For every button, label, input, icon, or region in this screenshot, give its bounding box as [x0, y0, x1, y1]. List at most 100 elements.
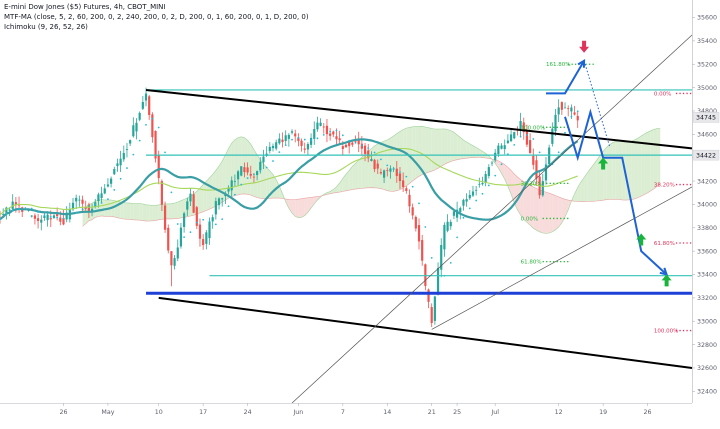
time-tick-label: 26: [59, 409, 67, 416]
cloud-segment: [241, 136, 245, 195]
indicator-mtf-ma[interactable]: MTF-MA (close, 5, 2, 60, 200, 0, 2, 240,…: [4, 13, 309, 21]
candle-body: [519, 120, 522, 130]
trend-2: [431, 186, 693, 330]
indicator-ichimoku[interactable]: Ichimoku (9, 26, 52, 26): [4, 23, 88, 31]
cloud-segment: [263, 163, 267, 199]
tenkan-dot: [297, 136, 300, 139]
candle-body: [529, 140, 532, 154]
cloud-segment: [406, 127, 410, 186]
tenkan-dot: [538, 151, 541, 154]
cloud-segment: [390, 135, 394, 192]
candle-body: [62, 217, 65, 225]
candle-body: [167, 227, 170, 251]
candle-body: [376, 163, 379, 169]
tenkan-dot: [354, 141, 357, 144]
candle-body: [157, 154, 160, 179]
cloud-segment: [434, 129, 439, 170]
candle-body: [354, 141, 357, 143]
price-tick-label: 32600: [697, 365, 717, 372]
price-label-box: [692, 149, 720, 161]
cloud-segment: [250, 144, 254, 197]
cloud-segment: [539, 189, 543, 233]
time-tick-label: 19: [599, 409, 607, 416]
tenkan-dot: [291, 138, 293, 141]
candle-body: [240, 166, 243, 176]
price-tick-label: 33000: [697, 318, 717, 325]
candle-body: [27, 210, 30, 211]
price-tick-label: 33800: [697, 225, 717, 232]
candle-body: [452, 211, 456, 216]
candle-body: [271, 145, 275, 149]
time-tick-label: Jul: [490, 409, 499, 416]
candle-body: [427, 289, 430, 302]
candle-body: [281, 139, 284, 143]
candle-body: [335, 136, 338, 140]
tenkan-dot: [145, 123, 147, 126]
cloud-segment: [495, 159, 499, 169]
horizontal-levels: [146, 89, 692, 295]
candle-body: [389, 168, 392, 172]
tenkan-dot: [418, 202, 420, 205]
cloud-segment: [425, 127, 429, 174]
tenkan-dot: [341, 134, 344, 137]
tenkan-dot: [183, 236, 186, 238]
cloud-segment: [615, 141, 619, 200]
candle-body: [81, 199, 84, 204]
cloud-segment: [288, 199, 293, 214]
candle-body: [43, 215, 46, 219]
price-tick-label: 35200: [697, 61, 717, 68]
price-tick-label: 33400: [697, 272, 717, 279]
price-tick-label: 32400: [697, 389, 717, 396]
arrow-up-3: [661, 274, 672, 287]
senkou-span-b: [82, 157, 661, 227]
cloud-segment: [114, 200, 118, 218]
candle-body: [421, 240, 424, 261]
candle-body: [357, 139, 360, 145]
cloud-segment: [130, 203, 134, 220]
candle-body: [567, 108, 570, 110]
cloud-segment: [593, 160, 597, 202]
cloud-segment: [552, 194, 556, 232]
cloud-segment: [545, 192, 550, 234]
candle-body: [97, 194, 100, 202]
candle-body: [160, 181, 163, 205]
time-tick-label: 12: [555, 409, 563, 416]
cloud-segment: [311, 196, 315, 209]
lower-channel: [158, 296, 693, 369]
candle-body: [456, 209, 459, 218]
candle-body: [481, 183, 484, 185]
candle-body: [243, 167, 246, 173]
cloud-segment: [355, 160, 359, 190]
candle-body: [100, 193, 103, 199]
ma-fast-line: [0, 138, 579, 221]
tenkan-dot: [360, 144, 363, 147]
candle-body: [344, 144, 348, 148]
tenkan-dot: [399, 171, 401, 174]
candle-body: [367, 150, 370, 159]
cloud-segment: [180, 199, 185, 218]
cloud-segment: [349, 166, 353, 191]
candle-body: [554, 114, 557, 132]
cloud-segment: [549, 193, 553, 234]
candle-body: [36, 218, 40, 222]
cloud-segment: [279, 185, 283, 199]
cloud-segment: [422, 126, 426, 175]
tenkan-dot: [189, 231, 192, 234]
candle-body: [56, 214, 59, 217]
cloud-segment: [336, 183, 340, 193]
candle-body: [259, 161, 262, 171]
tenkan-dot: [284, 144, 287, 147]
cloud-segment: [466, 142, 470, 159]
cloud-segment: [238, 136, 242, 195]
tenkan-dot: [62, 217, 65, 220]
candle-body: [443, 224, 446, 250]
candle-body: [398, 173, 402, 182]
cloud-segment: [384, 139, 388, 191]
tenkan-dot: [335, 129, 338, 132]
cloud-segment: [412, 126, 416, 181]
fib-label: 61.80%: [521, 260, 542, 266]
candle-body: [189, 193, 192, 202]
candle-body: [87, 204, 90, 213]
tenkan-dot: [164, 151, 166, 154]
